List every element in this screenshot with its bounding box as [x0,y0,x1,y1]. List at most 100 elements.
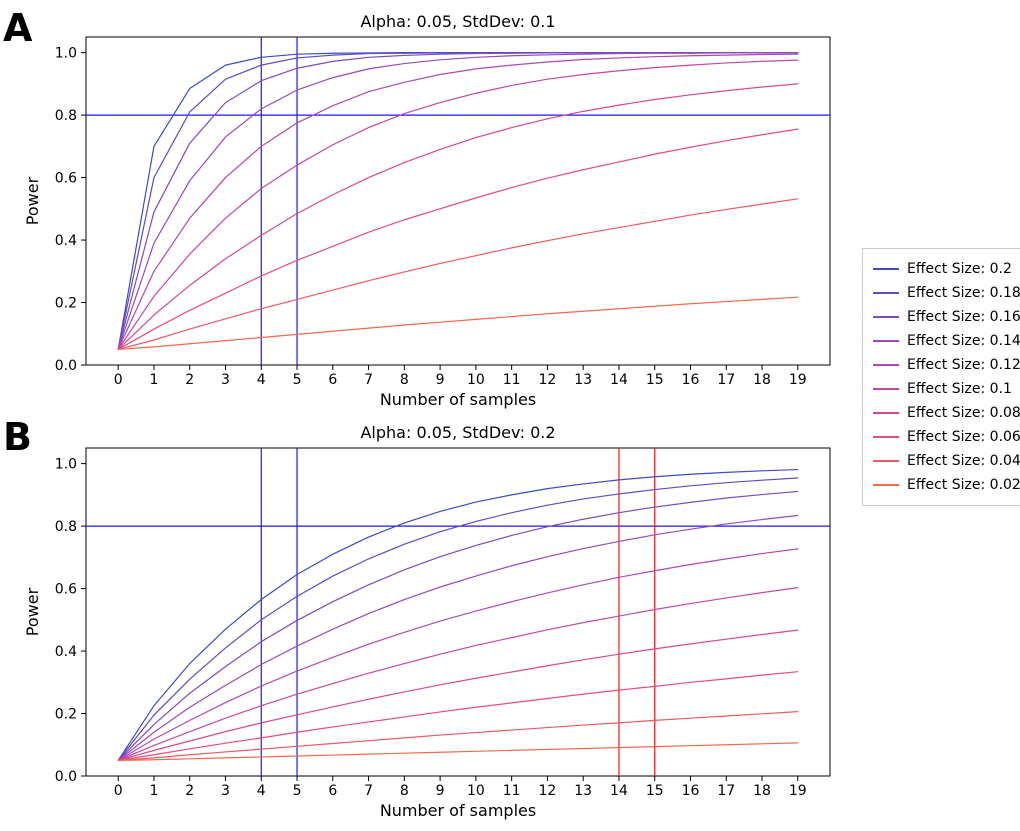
xtick-label: 8 [400,372,409,388]
panel-B: 0123456789101112131415161718190.00.20.40… [23,423,830,820]
legend-swatch [873,340,899,342]
series-line [118,129,798,349]
panel-title: Alpha: 0.05, StdDev: 0.2 [360,423,555,442]
xtick-label: 11 [503,783,521,799]
legend-item: Effect Size: 0.08 [873,401,1020,425]
legend-label: Effect Size: 0.16 [907,309,1020,325]
xtick-label: 1 [150,372,159,388]
legend-swatch [873,388,899,390]
xtick-label: 18 [753,783,771,799]
xtick-label: 4 [257,372,266,388]
xtick-label: 13 [574,372,592,388]
xtick-label: 14 [610,372,628,388]
series-line [118,297,798,349]
legend-swatch [873,412,899,414]
xtick-label: 6 [328,372,337,388]
ytick-label: 0.2 [55,296,77,312]
xtick-label: 6 [328,783,337,799]
legend-label: Effect Size: 0.14 [907,333,1020,349]
xtick-label: 19 [789,372,807,388]
legend: Effect Size: 0.2 Effect Size: 0.18 Effect … [862,248,1020,506]
legend-label: Effect Size: 0.1 [907,381,1012,397]
series-line [118,712,798,761]
series-line [118,470,798,761]
legend-item: Effect Size: 0.02 [873,473,1020,497]
xtick-label: 18 [753,372,771,388]
series-line [118,60,798,349]
series-line [118,743,798,760]
xtick-label: 11 [503,372,521,388]
legend-label: Effect Size: 0.2 [907,261,1012,277]
ytick-label: 0.0 [55,358,77,374]
xtick-label: 0 [114,372,123,388]
series-line [118,53,798,350]
series-line [118,549,798,760]
xtick-label: 3 [221,783,230,799]
xtick-label: 19 [789,783,807,799]
series-line [118,84,798,350]
xtick-label: 8 [400,783,409,799]
xtick-label: 4 [257,783,266,799]
panel-label-B: B [3,415,32,459]
series-line [118,199,798,350]
xtick-label: 12 [539,783,557,799]
legend-label: Effect Size: 0.06 [907,429,1020,445]
legend-swatch [873,292,899,294]
series-line [118,515,798,760]
xtick-label: 0 [114,783,123,799]
xtick-label: 7 [364,372,373,388]
ytick-label: 1.0 [55,457,77,473]
series-line [118,53,798,350]
legend-swatch [873,268,899,270]
panel-A: 0123456789101112131415161718190.00.20.40… [23,12,830,409]
xtick-label: 5 [293,783,302,799]
legend-item: Effect Size: 0.16 [873,305,1020,329]
legend-label: Effect Size: 0.08 [907,405,1020,421]
xtick-label: 17 [717,372,735,388]
ytick-label: 0.2 [55,707,77,723]
plot-frame [86,37,830,365]
xtick-label: 13 [574,783,592,799]
xtick-label: 7 [364,783,373,799]
legend-label: Effect Size: 0.04 [907,453,1020,469]
legend-label: Effect Size: 0.12 [907,357,1020,373]
legend-item: Effect Size: 0.18 [873,281,1020,305]
xtick-label: 10 [467,783,485,799]
ytick-label: 0.0 [55,769,77,785]
series-line [118,672,798,761]
series-line [118,53,798,350]
series-line [118,588,798,761]
legend-swatch [873,484,899,486]
legend-item: Effect Size: 0.12 [873,353,1020,377]
xtick-label: 17 [717,783,735,799]
xtick-label: 15 [646,783,664,799]
y-axis-label: Power [23,176,42,225]
plot-frame [86,448,830,776]
xtick-label: 5 [293,372,302,388]
xtick-label: 3 [221,372,230,388]
legend-swatch [873,460,899,462]
legend-item: Effect Size: 0.2 [873,257,1020,281]
legend-item: Effect Size: 0.06 [873,425,1020,449]
ytick-label: 0.8 [55,519,77,535]
xtick-label: 1 [150,783,159,799]
panel-title: Alpha: 0.05, StdDev: 0.1 [360,12,555,31]
ytick-label: 0.4 [55,233,77,249]
legend-swatch [873,316,899,318]
xtick-label: 14 [610,783,628,799]
xtick-label: 16 [682,372,700,388]
panel-label-A: A [3,6,32,50]
xtick-label: 12 [539,372,557,388]
y-axis-label: Power [23,587,42,636]
xtick-label: 16 [682,783,700,799]
legend-item: Effect Size: 0.1 [873,377,1020,401]
xtick-label: 10 [467,372,485,388]
xtick-label: 9 [436,372,445,388]
legend-swatch [873,364,899,366]
xtick-label: 9 [436,783,445,799]
legend-label: Effect Size: 0.18 [907,285,1020,301]
legend-swatch [873,436,899,438]
ytick-label: 0.4 [55,644,77,660]
ytick-label: 0.6 [55,171,77,187]
legend-label: Effect Size: 0.02 [907,477,1020,493]
